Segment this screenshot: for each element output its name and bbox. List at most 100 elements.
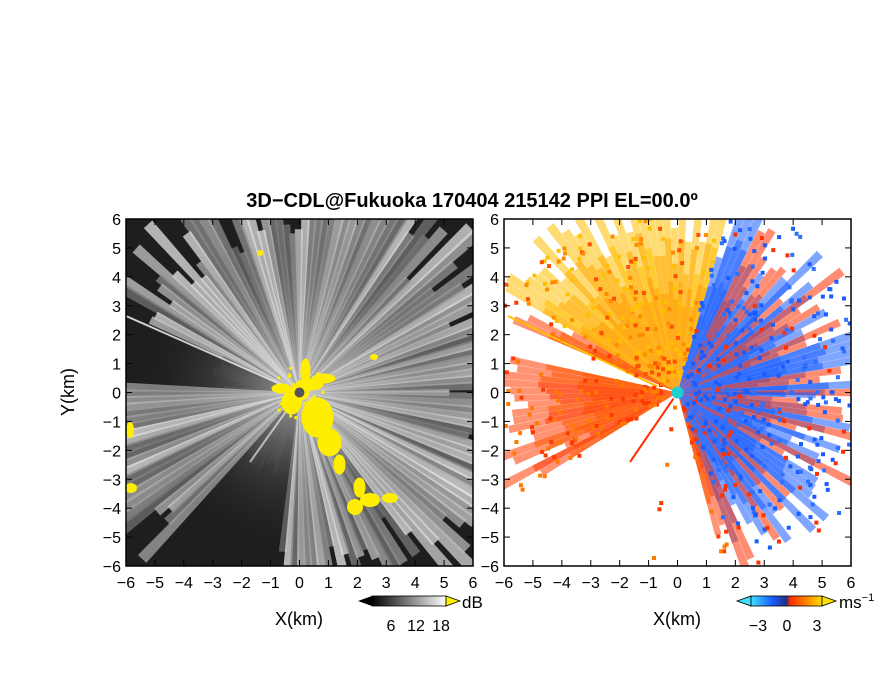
velocity-pixel bbox=[606, 337, 611, 342]
velocity-ray bbox=[507, 315, 658, 388]
velocity-pixel bbox=[707, 374, 712, 379]
velocity-pixel bbox=[622, 287, 627, 292]
velocity-pixel bbox=[578, 234, 583, 239]
velocity-pixel bbox=[747, 312, 752, 317]
velocity-pixel bbox=[710, 259, 715, 264]
velocity-pixel bbox=[716, 534, 721, 539]
snr-echo-patch bbox=[333, 454, 346, 475]
velocity-pixel bbox=[798, 442, 803, 447]
velocity-pixel bbox=[824, 482, 829, 487]
velocity-ray bbox=[506, 273, 678, 393]
velocity-pixel bbox=[742, 350, 747, 355]
velocity-pixel bbox=[686, 375, 691, 380]
velocity-pixel bbox=[731, 495, 736, 500]
velocity-pixel bbox=[723, 487, 728, 492]
velocity-pixel bbox=[709, 435, 714, 440]
velocity-ray bbox=[677, 219, 764, 393]
snr-echo-patch bbox=[370, 354, 378, 360]
snr-echo-patch bbox=[353, 477, 366, 498]
snr-echo-pixel bbox=[292, 383, 296, 387]
snr-echo-pixel bbox=[316, 397, 320, 401]
velocity-pixel bbox=[681, 342, 686, 347]
velocity-pixel bbox=[700, 304, 705, 309]
velocity-pixel bbox=[750, 279, 755, 284]
y-tick-label: −3 bbox=[103, 472, 121, 489]
velocity-pixel bbox=[729, 466, 734, 471]
velocity-pixel bbox=[816, 402, 821, 407]
velocity-pixel bbox=[625, 324, 630, 329]
velocity-pixel bbox=[638, 314, 643, 319]
velocity-pixel bbox=[727, 311, 732, 316]
velocity-pixel bbox=[699, 397, 704, 402]
velocity-pixel bbox=[741, 306, 746, 311]
figure-title: 3D−CDL@Fukuoka 170404 215142 PPI EL=00.0… bbox=[246, 190, 698, 212]
velocity-pixel bbox=[763, 256, 768, 261]
snr-echo-pixel bbox=[316, 404, 320, 408]
velocity-pixel bbox=[725, 387, 730, 392]
velocity-pixel bbox=[767, 502, 772, 507]
velocity-ray bbox=[671, 227, 679, 393]
snr-echo-pixel bbox=[287, 394, 291, 398]
velocity-ray bbox=[638, 219, 678, 393]
velocity-ray bbox=[677, 392, 750, 566]
velocity-pixel bbox=[700, 427, 705, 432]
velocity-pixel bbox=[633, 296, 638, 301]
snr-echo-pixel bbox=[297, 384, 301, 388]
velocity-pixel bbox=[563, 251, 568, 256]
velocity-pixel bbox=[761, 417, 766, 422]
velocity-pixel bbox=[665, 462, 670, 467]
x-tick-label: 6 bbox=[469, 575, 478, 592]
velocity-pixel bbox=[675, 335, 680, 340]
velocity-pixel bbox=[659, 501, 664, 506]
velocity-pixel bbox=[806, 479, 811, 484]
velocity-pixel bbox=[721, 236, 726, 241]
velocity-pixel bbox=[517, 388, 522, 393]
velocity-ray bbox=[534, 273, 678, 393]
velocity-pixel bbox=[653, 361, 658, 366]
velocity-pixel bbox=[504, 282, 509, 287]
velocity-pixel bbox=[520, 487, 525, 492]
snr-echo-pixel bbox=[291, 410, 295, 414]
velocity-ray bbox=[504, 283, 678, 393]
velocity-pixel bbox=[721, 447, 726, 452]
velocity-pixel bbox=[634, 355, 639, 360]
velocity-pixel bbox=[776, 539, 781, 544]
velocity-pixel bbox=[628, 335, 633, 340]
velocity-pixel bbox=[604, 291, 609, 296]
velocity-pixel bbox=[607, 269, 612, 274]
velocity-pixel bbox=[720, 515, 725, 520]
velocity-pixel bbox=[545, 255, 550, 260]
velocity-pixel bbox=[807, 295, 812, 300]
velocity-pixel bbox=[552, 455, 557, 460]
velocity-pixel bbox=[830, 457, 835, 462]
velocity-pixel bbox=[666, 321, 671, 326]
velocity-pixel bbox=[827, 287, 832, 292]
snr-colorbar-unit: dB bbox=[462, 593, 483, 612]
velocity-pixel bbox=[747, 227, 752, 232]
velocity-pixel bbox=[810, 502, 815, 507]
velocity-pixel bbox=[728, 219, 733, 224]
velocity-pixel bbox=[709, 471, 714, 476]
velocity-pixel bbox=[647, 363, 652, 368]
velocity-pixel bbox=[785, 253, 790, 258]
snr-x-axis-label: X(km) bbox=[275, 609, 323, 629]
x-tick-label: 4 bbox=[411, 575, 420, 592]
velocity-pixel bbox=[642, 386, 647, 391]
velocity-pixel bbox=[844, 317, 849, 322]
velocity-pixel bbox=[748, 236, 753, 241]
velocity-pixel bbox=[759, 348, 764, 353]
velocity-pixel bbox=[553, 279, 558, 284]
velocity-ray bbox=[677, 392, 851, 432]
velocity-pixel bbox=[713, 358, 718, 363]
velocity-ray bbox=[539, 266, 678, 393]
velocity-pixel bbox=[530, 425, 535, 430]
velocity-pixel bbox=[791, 268, 796, 273]
x-tick-label: −6 bbox=[495, 575, 513, 592]
velocity-ray bbox=[626, 231, 678, 393]
velocity-pixel bbox=[726, 275, 731, 280]
velocity-pixel bbox=[702, 342, 707, 347]
velocity-pixel bbox=[581, 251, 586, 256]
velocity-ray bbox=[539, 392, 678, 476]
velocity-colorbar-unit-exponent: −1 bbox=[862, 592, 875, 604]
velocity-pixel bbox=[716, 357, 721, 362]
